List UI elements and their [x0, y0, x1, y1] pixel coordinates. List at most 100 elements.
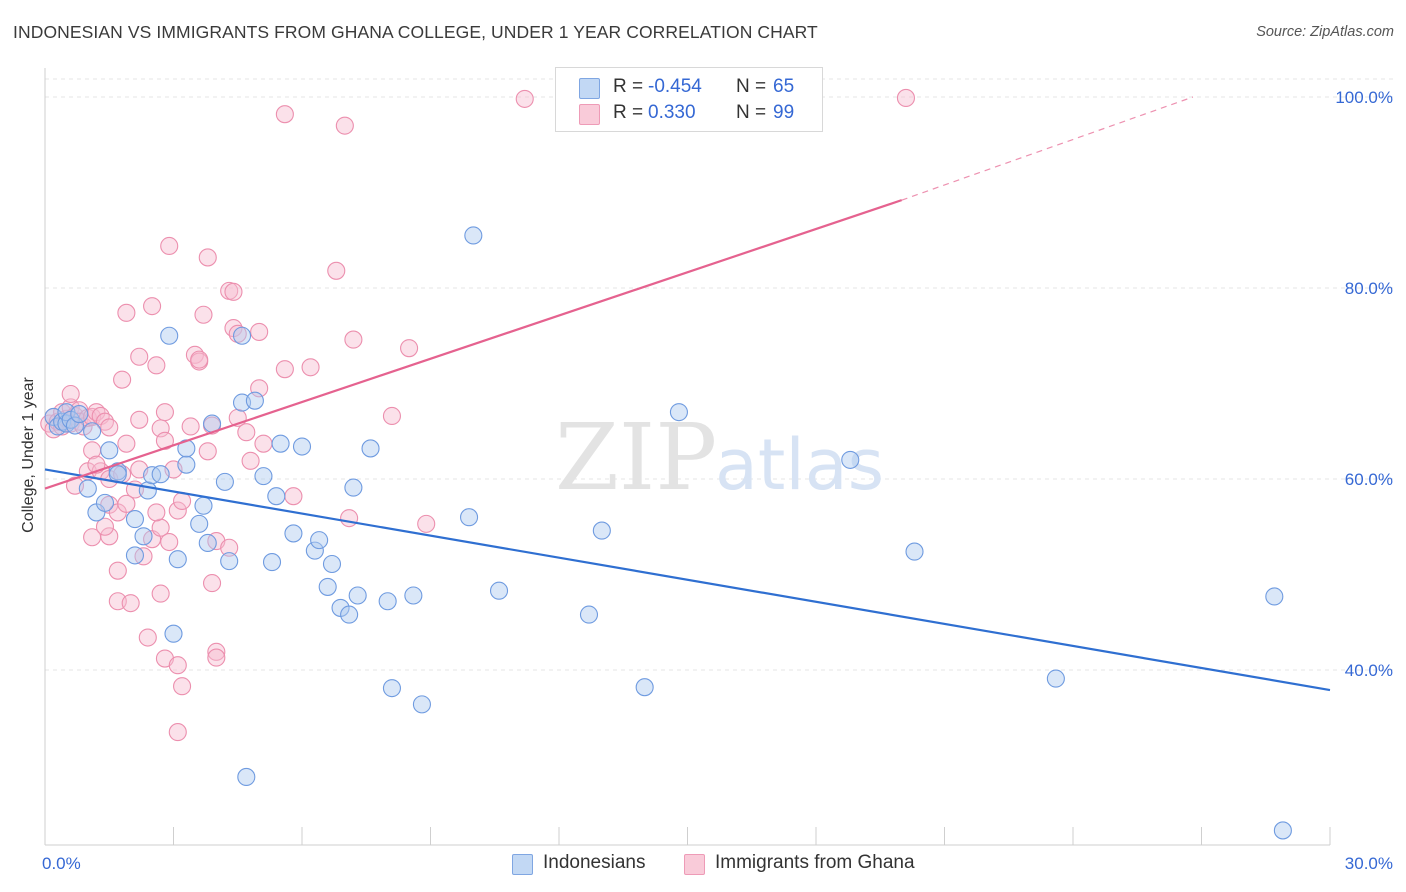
ghana-point: [168, 501, 187, 520]
ghana-point: [382, 406, 402, 426]
indonesian-point: [340, 605, 359, 624]
ghana-point: [417, 514, 436, 533]
series-legend: Indonesians Immigrants from Ghana: [0, 851, 1406, 877]
legend-swatch-indonesians: [512, 854, 533, 875]
ghana-point: [147, 356, 166, 375]
ghana-point: [168, 723, 187, 742]
legend-label-ghana: Immigrants from Ghana: [715, 852, 915, 873]
ghana-point: [160, 236, 179, 256]
ghana-point: [207, 648, 226, 667]
indonesian-point: [404, 586, 423, 605]
ghana-point: [95, 517, 115, 536]
indonesian-point: [267, 487, 286, 506]
ghana-point: [130, 410, 149, 429]
indonesian-point: [232, 326, 252, 345]
watermark: ZIP atlas: [555, 404, 884, 511]
legend-n-label: N =: [736, 76, 767, 97]
indonesian-point: [1046, 669, 1065, 688]
indonesian-point: [1273, 821, 1292, 840]
indonesian-point: [134, 527, 153, 546]
ghana-trend-extension: [901, 96, 1194, 201]
indonesian-point: [168, 550, 187, 569]
indonesian-point: [177, 455, 196, 474]
ghana-point: [327, 261, 346, 280]
indonesian-point: [318, 577, 337, 596]
ghana-point: [138, 628, 157, 647]
indonesian-point: [1265, 587, 1284, 606]
ghana-point: [203, 574, 222, 593]
indonesian-point: [245, 391, 264, 410]
ghana-point: [198, 248, 217, 267]
indonesian-point: [669, 403, 688, 422]
ghana-point: [108, 561, 127, 580]
indonesian-point: [151, 465, 170, 484]
indonesian-point: [78, 479, 97, 498]
indonesian-point: [100, 441, 119, 460]
ghana-point: [335, 116, 354, 135]
y-tick-label: 60.0%: [1345, 470, 1393, 489]
ghana-point: [254, 434, 273, 453]
ghana-point: [340, 509, 359, 528]
watermark-atlas: atlas: [715, 424, 884, 506]
tick-labels: 40.0% 60.0% 80.0% 100.0% 0.0% 30.0%: [42, 88, 1393, 873]
ghana-point: [896, 88, 916, 108]
x-tick-label: 0.0%: [42, 854, 81, 873]
chart-title: INDONESIAN VS IMMIGRANTS FROM GHANA COLL…: [13, 22, 818, 42]
ghana-point: [168, 656, 187, 675]
ghana-point: [241, 451, 260, 470]
ghana-point: [160, 532, 179, 552]
legend-r-label: R =: [613, 102, 644, 123]
axes: [44, 68, 1331, 846]
ghana-point: [237, 423, 256, 442]
ghana-point: [198, 442, 217, 461]
ghana-point: [147, 503, 166, 522]
indonesian-point: [65, 416, 85, 435]
indonesian-point: [292, 437, 312, 456]
ghana-point: [220, 538, 239, 557]
y-tick-label: 40.0%: [1345, 661, 1393, 680]
indonesian-point: [635, 678, 654, 697]
indonesian-point: [190, 514, 209, 533]
indonesian-point: [310, 531, 329, 550]
y-axis-title: College, Under 1 year: [20, 377, 37, 533]
legend-r-value-indonesians: -0.454: [648, 76, 702, 97]
x-tick-label: 30.0%: [1345, 854, 1393, 873]
indonesian-point: [70, 405, 89, 424]
indonesian-point: [459, 508, 479, 527]
legend-r-value-ghana: 0.330: [648, 102, 696, 123]
indonesian-point: [284, 524, 303, 543]
indonesian-point: [198, 533, 217, 553]
ghana-point: [515, 89, 534, 108]
series-ghana-points: [40, 88, 916, 742]
indonesian-point: [215, 472, 234, 491]
ghana-point: [117, 434, 136, 453]
ghana-point: [194, 305, 213, 324]
indonesian-point: [262, 553, 282, 572]
ghana-point: [83, 528, 102, 547]
trend-lines: [44, 96, 1331, 692]
ghana-point: [250, 322, 269, 341]
indonesian-point: [125, 546, 144, 565]
source-credit: Source: ZipAtlas.com: [1256, 24, 1394, 40]
legend-swatch-ghana: [579, 104, 600, 125]
indonesians-trend-line: [44, 468, 1331, 692]
indonesian-point: [95, 493, 115, 512]
watermark-zip: ZIP: [555, 404, 717, 511]
ghana-point: [275, 105, 294, 124]
indonesian-point: [592, 521, 611, 540]
legend-label-indonesians: Indonesians: [543, 852, 646, 873]
indonesian-point: [220, 552, 239, 571]
indonesian-point: [348, 586, 367, 605]
legend-n-value-indonesians: 65: [773, 76, 795, 97]
legend-row-indonesians: R = -0.454 N = 65: [556, 75, 822, 101]
ghana-point: [284, 487, 303, 506]
indonesian-point: [378, 592, 397, 611]
indonesian-point: [271, 434, 290, 453]
ghana-point: [301, 358, 320, 377]
indonesian-point: [579, 605, 599, 624]
indonesian-point: [322, 554, 342, 574]
indonesian-point: [361, 439, 380, 458]
indonesian-point: [125, 510, 144, 529]
indonesian-point: [464, 226, 483, 245]
